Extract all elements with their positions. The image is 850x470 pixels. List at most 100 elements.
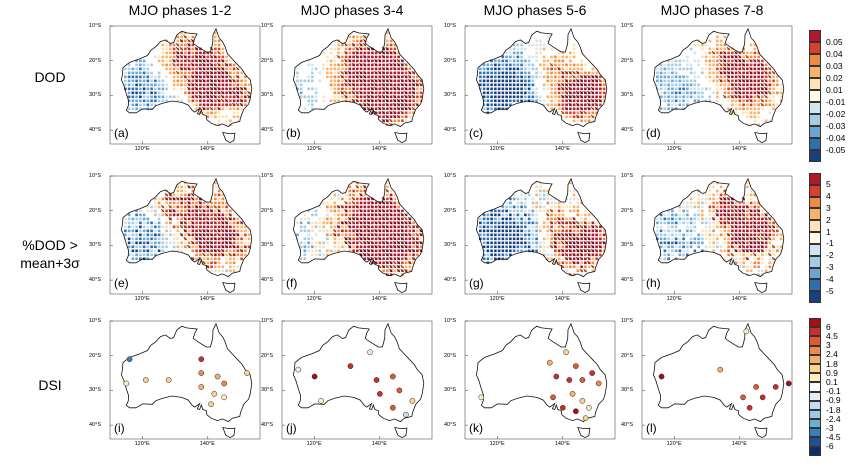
significance-hatch (756, 58, 761, 63)
field-cell (509, 95, 512, 99)
field-cell (546, 193, 550, 197)
field-cell (191, 79, 195, 83)
field-cell (527, 237, 531, 241)
field-cell (557, 91, 561, 95)
field-cell (505, 103, 508, 107)
significance-hatch (205, 205, 210, 209)
field-cell (131, 95, 135, 99)
field-cell (244, 245, 247, 249)
field-cell (757, 261, 760, 265)
field-cell (742, 91, 745, 95)
field-cell (520, 245, 523, 249)
field-cell (512, 229, 516, 233)
significance-hatch (730, 224, 734, 229)
field-cell (217, 241, 221, 245)
significance-hatch (235, 66, 240, 71)
dsi-station-marker (743, 328, 750, 335)
significance-hatch (347, 78, 352, 83)
lat-tick-label: 40°S (444, 277, 456, 284)
field-cell (572, 209, 576, 213)
significance-hatch (572, 70, 576, 75)
field-cell (210, 249, 213, 253)
field-cell (337, 209, 340, 213)
field-cell (509, 51, 512, 55)
field-cell (723, 229, 727, 233)
significance-hatch (228, 232, 232, 237)
significance-hatch (752, 216, 757, 221)
field-cell (535, 193, 538, 197)
field-cell (678, 209, 682, 213)
field-cell (378, 249, 382, 253)
field-cell (374, 91, 378, 95)
significance-hatch (228, 78, 232, 83)
significance-hatch (217, 248, 221, 253)
field-cell (512, 43, 516, 47)
field-cell (367, 67, 370, 71)
field-cell (191, 233, 195, 237)
field-cell (479, 83, 482, 87)
field-cell (214, 75, 217, 79)
field-cell (389, 193, 393, 197)
significance-hatch (404, 102, 408, 107)
colorbar-segment (809, 42, 821, 54)
field-cell (764, 269, 768, 273)
field-cell (236, 221, 240, 225)
significance-hatch (407, 232, 412, 237)
significance-hatch (411, 90, 416, 95)
field-cell (712, 91, 715, 95)
significance-hatch (209, 208, 214, 213)
significance-hatch (396, 74, 401, 79)
significance-hatch (187, 185, 191, 189)
significance-hatch (392, 74, 397, 79)
field-cell (520, 71, 523, 75)
field-cell (512, 51, 516, 55)
field-cell (187, 241, 191, 245)
field-cell (191, 71, 195, 75)
field-cell (157, 95, 161, 99)
field-cell (682, 79, 685, 83)
significance-hatch (209, 98, 214, 103)
field-cell (382, 99, 385, 103)
field-cell (206, 253, 210, 257)
field-cell (157, 237, 161, 241)
field-cell (712, 213, 715, 217)
field-cell (768, 261, 772, 265)
significance-hatch (355, 55, 359, 59)
significance-hatch (415, 224, 419, 229)
field-cell (561, 229, 565, 233)
field-cell (565, 67, 568, 71)
field-cell (333, 193, 337, 197)
field-cell (716, 99, 719, 103)
field-cell (535, 55, 538, 59)
field-cell (322, 99, 325, 103)
field-cell (225, 55, 228, 59)
significance-hatch (332, 228, 337, 233)
significance-hatch (749, 58, 753, 63)
field-cell (150, 221, 153, 225)
field-cell (524, 217, 527, 221)
column-title-3: MJO phases 5-6 (483, 2, 587, 18)
significance-hatch (179, 232, 184, 237)
field-cell (318, 253, 322, 257)
field-cell (397, 225, 400, 229)
field-cell (389, 233, 393, 237)
field-cell (546, 209, 550, 213)
field-cell (505, 91, 508, 95)
australia-outline (652, 322, 785, 423)
field-cell (667, 95, 670, 99)
field-cell (524, 197, 527, 201)
field-cell (505, 253, 508, 257)
significance-hatch (381, 106, 386, 111)
field-cell (202, 201, 206, 205)
field-cell (539, 249, 542, 253)
field-cell (569, 209, 572, 213)
panel-label: (c) (469, 126, 483, 140)
field-cell (157, 75, 161, 79)
field-cell (757, 55, 760, 59)
field-cell (723, 249, 727, 253)
field-cell (701, 47, 704, 51)
field-cell (367, 83, 370, 87)
field-cell (161, 99, 165, 103)
field-cell (191, 245, 195, 249)
field-cell (539, 181, 542, 185)
